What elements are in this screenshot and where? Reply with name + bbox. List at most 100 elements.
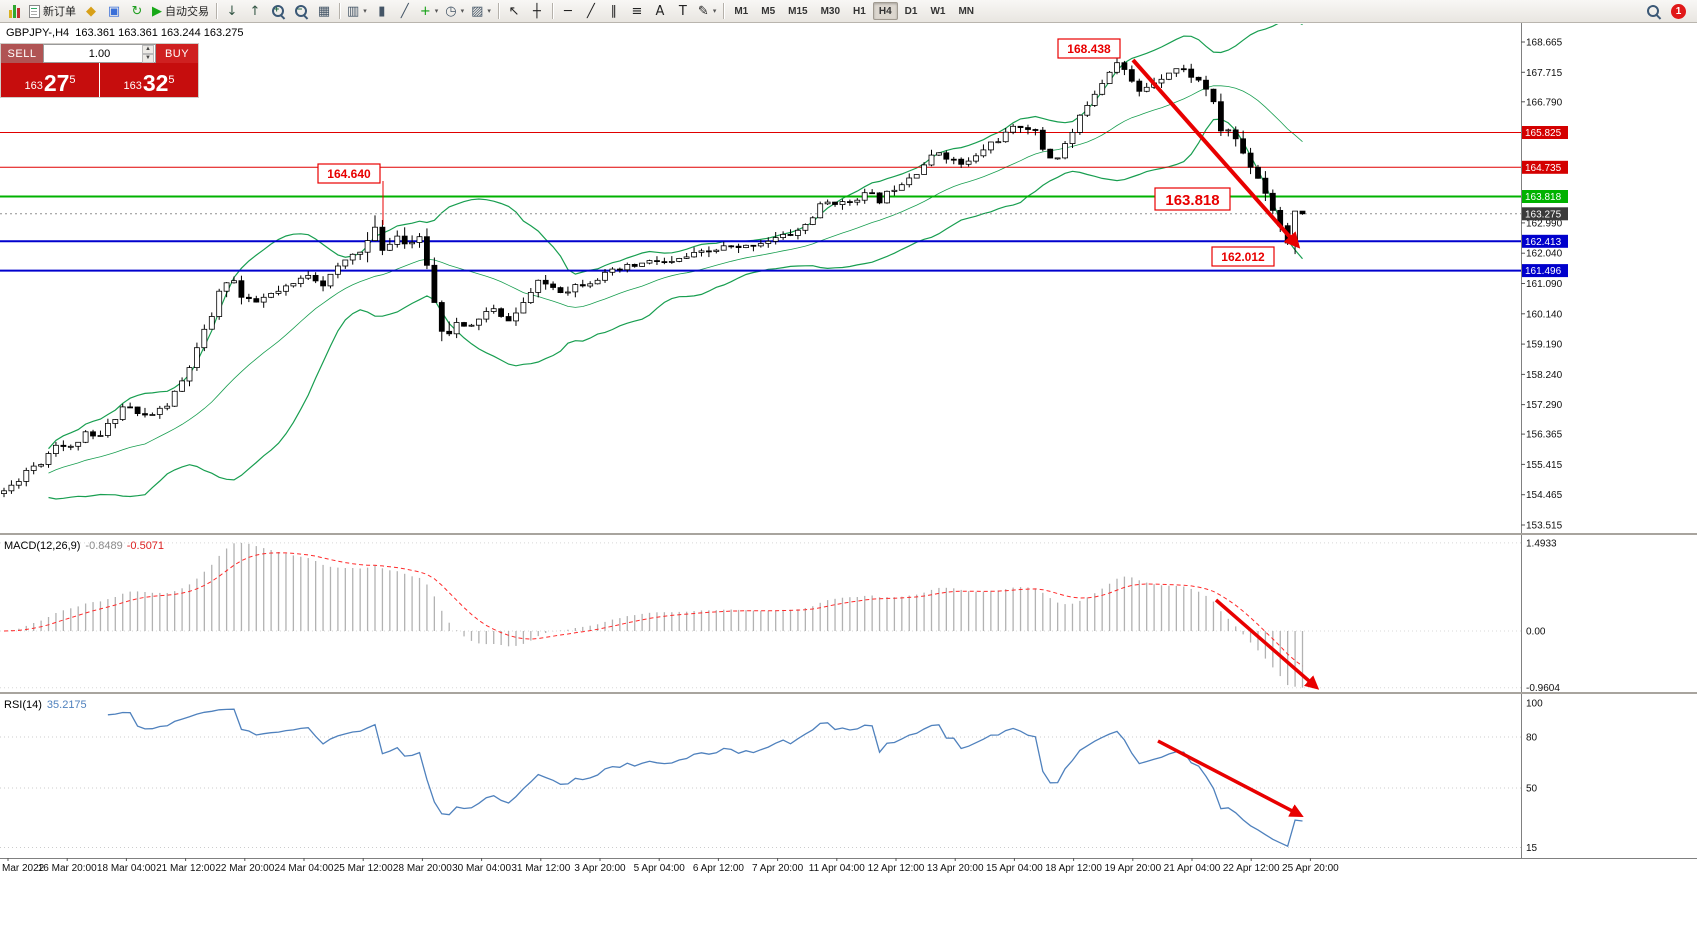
svg-text:168.665: 168.665 <box>1526 38 1563 49</box>
toolbar: 新订单 ◆ ▣ ↻ ▶ 自动交易 ↓ ↑ + − ▦ ▥ ▾ ▮ ╱ + ▾ ◷ ▾ ▨ ▾ ↖ ┼ ─ ╱ ∥ ≡ A T ✎ ▾ M1 M5… <box>0 0 1697 23</box>
price-annotation-label[interactable] <box>1154 187 1231 211</box>
timeframe-mn-button[interactable]: MN <box>958 5 974 17</box>
toolbar-separator <box>216 3 217 19</box>
bar-chart-icon-dropdown[interactable]: ▾ <box>363 8 367 15</box>
macd-name: MACD(12,26,9) <box>4 540 81 552</box>
panel-separator[interactable] <box>0 533 1697 535</box>
search-icon[interactable] <box>1646 4 1661 19</box>
zoom-out-icon[interactable]: − <box>290 1 312 21</box>
app-icon[interactable] <box>3 1 25 21</box>
svg-text:-0.9604: -0.9604 <box>1526 683 1560 694</box>
bar-chart-icon[interactable]: ▥ ▾ <box>344 1 370 21</box>
period-icon-glyph: ◷ <box>445 3 457 19</box>
label-tool-icon[interactable]: T <box>672 1 694 21</box>
svg-text:Mar 2022: Mar 2022 <box>2 863 45 874</box>
svg-text:166.790: 166.790 <box>1526 97 1563 108</box>
channel-tool-icon[interactable]: ∥ <box>603 1 625 21</box>
shapes-tool-icon-dropdown[interactable]: ▾ <box>712 8 717 15</box>
macd-trend-arrow[interactable] <box>1214 598 1320 690</box>
svg-text:165.825: 165.825 <box>1525 128 1562 139</box>
price-annotation-label[interactable] <box>317 163 381 184</box>
profiles-icon[interactable]: ◆ <box>80 1 102 21</box>
autotrading-button[interactable]: ▶ 自动交易 <box>149 1 212 21</box>
refresh-icon[interactable]: ↻ <box>126 1 148 21</box>
text-tool-icon-glyph: A <box>655 3 665 19</box>
timeframe-d1-button[interactable]: D1 <box>904 5 918 17</box>
timeframe-m15-button[interactable]: M15 <box>788 5 808 17</box>
timeframe-h1-button[interactable]: H1 <box>853 5 866 17</box>
period-icon-dropdown[interactable]: ▾ <box>460 8 465 15</box>
zoom-in-icon-glyph: + <box>271 4 286 19</box>
svg-text:163.818: 163.818 <box>1525 192 1562 203</box>
rsi-grid: 100 80 50 15 <box>0 699 1543 854</box>
label-tool-icon-glyph: T <box>678 3 687 19</box>
svg-text:154.465: 154.465 <box>1526 490 1563 501</box>
line-chart-icon[interactable]: ╱ <box>394 1 416 21</box>
volume-value[interactable]: 1.00 <box>88 47 111 60</box>
template-icon[interactable]: ▨ ▾ <box>468 1 494 21</box>
price-axis-tag <box>1522 190 1568 203</box>
windows-icon[interactable]: ▣ <box>103 1 125 21</box>
shapes-tool-icon[interactable]: ✎ ▾ <box>695 1 719 21</box>
trend-arrow[interactable] <box>1131 58 1301 249</box>
panel-separator[interactable] <box>0 692 1697 694</box>
svg-text:50: 50 <box>1526 784 1538 795</box>
svg-text:163.818: 163.818 <box>1165 192 1219 209</box>
text-tool-icon[interactable]: A <box>649 1 671 21</box>
scroll-end-icon-glyph: ↓ <box>226 3 238 19</box>
chart-plot-area[interactable] <box>0 23 1521 858</box>
scroll-end-icon[interactable]: ↓ <box>221 1 243 21</box>
svg-text:153.515: 153.515 <box>1526 521 1563 532</box>
price-annotation-label[interactable] <box>1057 38 1121 59</box>
sell-price-big: 27 <box>43 70 70 96</box>
add-indicator-button[interactable]: + ▾ <box>417 1 441 21</box>
timeframe-w1-button[interactable]: W1 <box>930 5 946 17</box>
buy-button[interactable]: BUY <box>156 44 198 63</box>
autoscroll-icon[interactable]: ↑ <box>244 1 266 21</box>
new-order-button[interactable]: 新订单 <box>26 1 79 21</box>
notification-badge[interactable]: 1 <box>1671 3 1686 19</box>
trendline-tool-icon[interactable]: ╱ <box>580 1 602 21</box>
template-icon-glyph: ▨ <box>471 3 484 19</box>
sell-button[interactable]: SELL <box>1 44 43 63</box>
cursor-icon-glyph: ↖ <box>508 3 520 19</box>
add-indicator-button-dropdown[interactable]: ▾ <box>434 8 439 15</box>
volume-up-button[interactable]: ▲ <box>142 44 154 54</box>
svg-text:168.438: 168.438 <box>1067 42 1111 56</box>
chart-annotations[interactable]: 168.438 164.640 163.818 162.012 <box>317 38 1320 817</box>
fibo-tool-icon[interactable]: ≡ <box>626 1 648 21</box>
price-axis: 168.665 167.715 166.790 162.990 162.040 161.0… <box>1521 23 1568 858</box>
toolbar-separator <box>551 3 553 19</box>
zoom-out-icon-glyph: − <box>294 4 309 19</box>
price-annotation-label[interactable] <box>1211 246 1275 267</box>
volume-down-button[interactable]: ▼ <box>142 53 154 63</box>
cursor-icon[interactable]: ↖ <box>503 1 525 21</box>
timeframe-m1-button[interactable]: M1 <box>734 5 749 17</box>
tile-windows-icon[interactable]: ▦ <box>313 1 335 21</box>
timeframe-m5-button[interactable]: M5 <box>761 5 776 17</box>
timeframe-m30-button[interactable]: M30 <box>820 5 841 17</box>
panel-separators[interactable] <box>0 533 1697 859</box>
template-icon-dropdown[interactable]: ▾ <box>487 8 491 15</box>
buy-price-big: 32 <box>142 70 169 96</box>
toolbar-separator <box>497 3 499 19</box>
rsi-trend-arrow[interactable] <box>1157 739 1304 817</box>
timeframe-h4-button[interactable]: H4 <box>872 2 898 20</box>
svg-text:157.290: 157.290 <box>1526 400 1563 411</box>
zoom-in-icon[interactable]: + <box>267 1 289 21</box>
bar-chart-icon-glyph: ▥ <box>347 3 360 19</box>
windows-icon-glyph: ▣ <box>107 3 121 19</box>
candle-chart-icon[interactable]: ▮ <box>371 1 393 21</box>
svg-text:164.640: 164.640 <box>327 167 371 181</box>
sell-price-display[interactable]: 163 27 5 <box>1 63 99 97</box>
crosshair-icon[interactable]: ┼ <box>526 1 548 21</box>
buy-price-prefix: 163 <box>123 80 142 92</box>
fibo-tool-icon-glyph: ≡ <box>631 3 643 19</box>
hline-tool-icon[interactable]: ─ <box>557 1 579 21</box>
buy-price-display[interactable]: 163 32 5 <box>100 63 198 97</box>
svg-text:11 Apr 04:00: 11 Apr 04:00 <box>809 863 865 874</box>
period-icon[interactable]: ◷ ▾ <box>442 1 467 21</box>
volume-field[interactable]: 1.00 ▲ ▼ <box>43 44 156 63</box>
